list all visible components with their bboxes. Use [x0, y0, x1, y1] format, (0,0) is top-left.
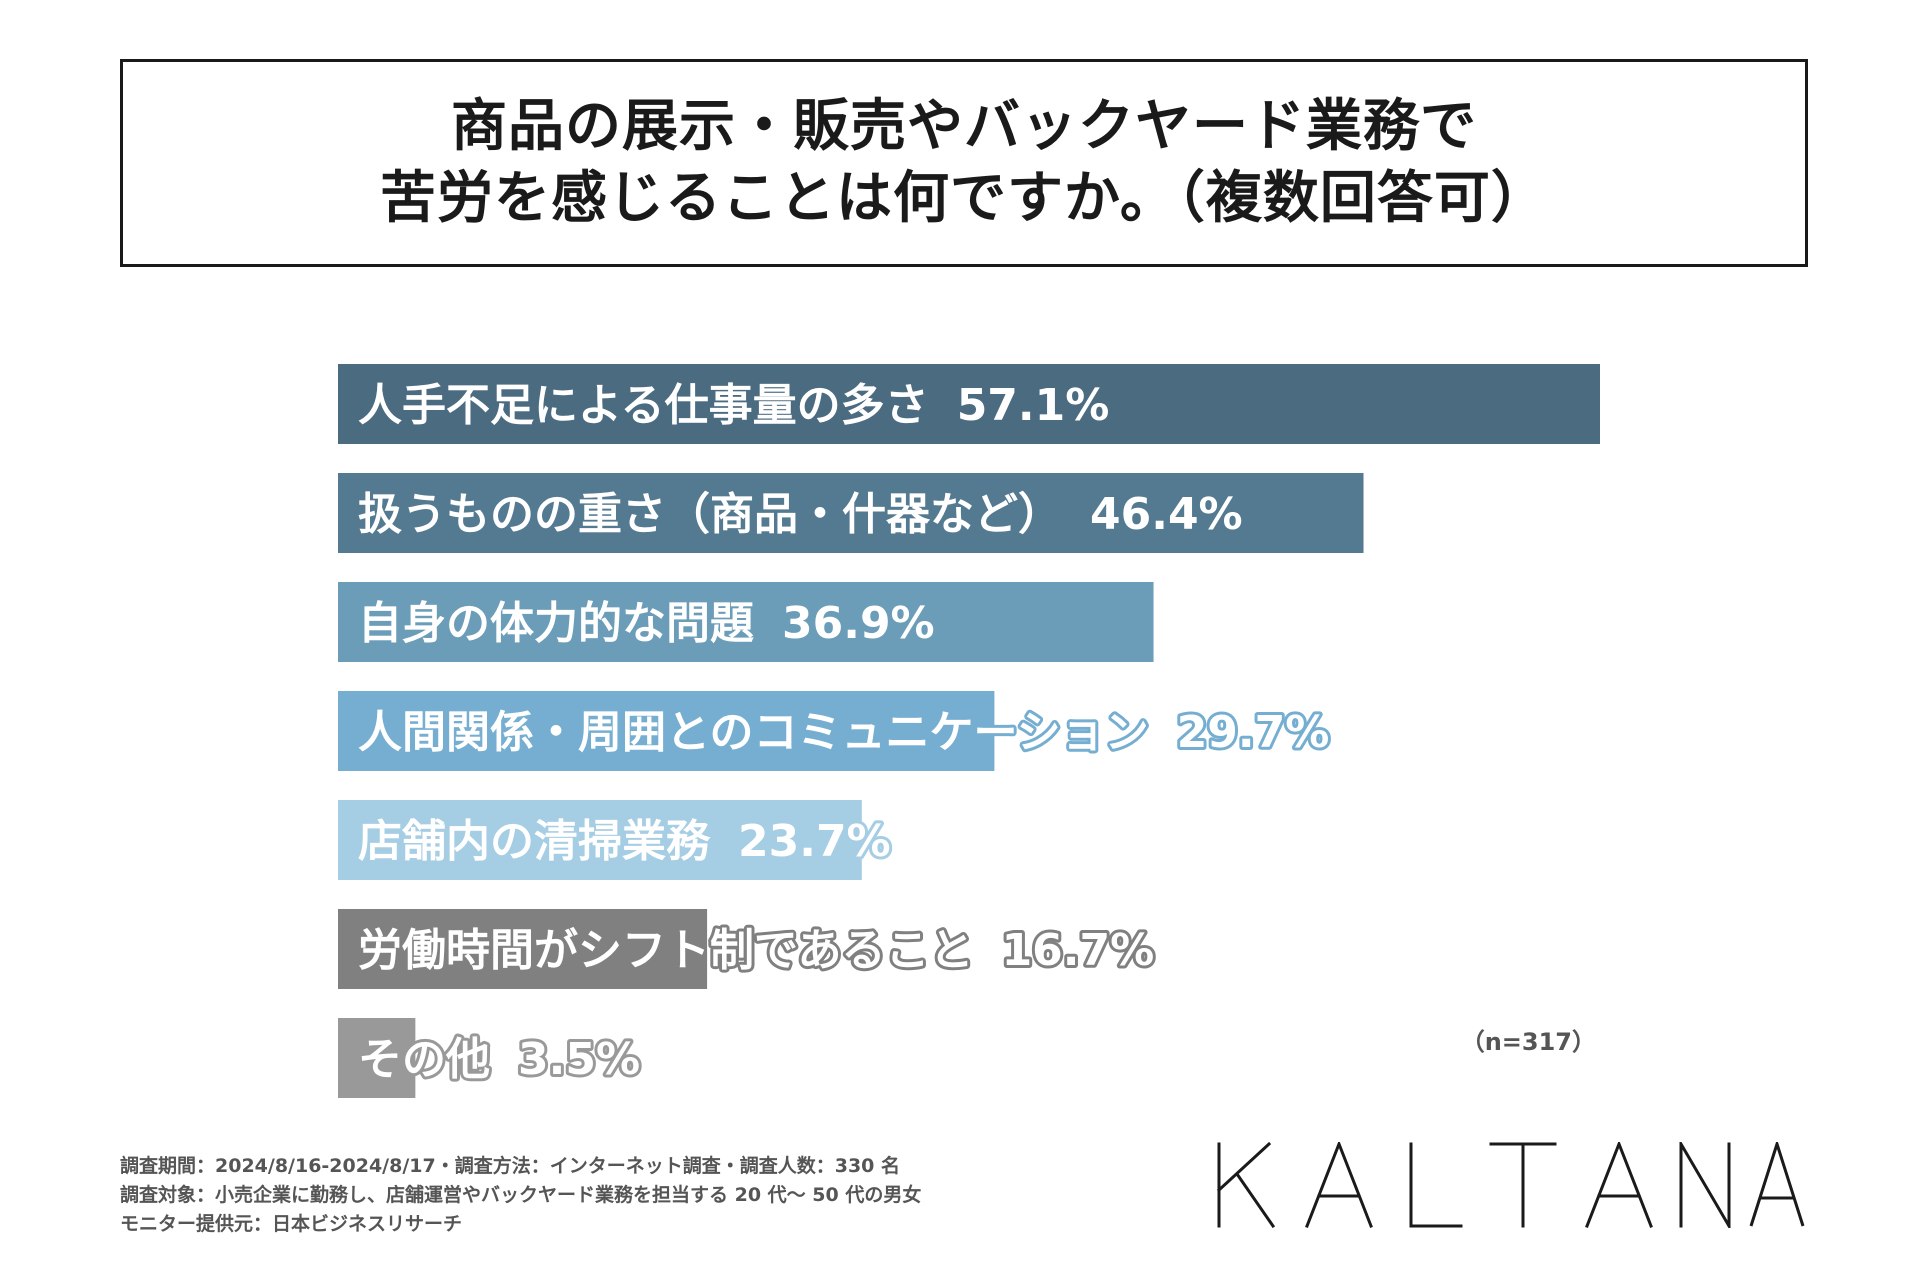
bar-label-1: 人手不足による仕事量の多さ 57.1% — [358, 380, 1109, 431]
survey-target-note: 調査対象：小売企業に勤務し、店舗運営やバックヤード業務を担当する 20 代〜 5… — [120, 1184, 922, 1206]
bar-label-3: 自身の体力的な問題 36.9% — [358, 598, 935, 649]
chart-title-line-1: 商品の展示・販売やバックヤード業務で — [451, 94, 1477, 159]
kaltana-logo — [1216, 1142, 1805, 1228]
category-label-4: 人間関係・周囲とのコミュニケーション — [358, 707, 1149, 758]
logo-letter-a — [1749, 1142, 1805, 1227]
category-label-7: その他 — [358, 1034, 490, 1085]
bar-1 — [338, 364, 1600, 444]
value-label-7: 3.5% — [518, 1034, 640, 1085]
bar-3 — [338, 582, 1154, 662]
category-label-6: 労働時間がシフト制であること — [358, 925, 974, 976]
bar-label-2: 扱うものの重さ（商品・什器など） 46.4% — [358, 489, 1243, 540]
title-box: 商品の展示・販売やバックヤード業務で 苦労を感じることは何ですか。（複数回答可） — [120, 59, 1808, 267]
category-label-1: 人手不足による仕事量の多さ — [358, 380, 929, 431]
bar-7 — [338, 1018, 416, 1098]
value-label-5: 23.7% — [738, 816, 891, 867]
bar-6 — [338, 909, 708, 989]
value-label-6: 16.7% — [1002, 925, 1155, 976]
bar-4 — [338, 691, 995, 771]
category-label-3: 自身の体力的な問題 — [358, 598, 754, 649]
monitor-provider-note: モニター提供元：日本ビジネスリサーチ — [120, 1213, 463, 1235]
survey-period-note: 調査期間：2024/8/16-2024/8/17・調査方法：インターネット調査・… — [120, 1155, 901, 1177]
chart-title-line-2: 苦労を感じることは何ですか。（複数回答可） — [380, 166, 1548, 231]
value-label-3: 36.9% — [782, 598, 935, 649]
sample-size-note: （n=317） — [1460, 1028, 1596, 1056]
bar-label-7: その他 3.5% — [358, 1034, 640, 1085]
bar-label-4: 人間関係・周囲とのコミュニケーション 29.7% — [358, 707, 1329, 758]
bar-label-5: 店舗内の清掃業務 23.7% — [358, 816, 891, 867]
bar-2 — [338, 473, 1364, 553]
value-label-2: 46.4% — [1090, 489, 1243, 540]
survey-footnote: 調査期間：2024/8/16-2024/8/17・調査方法：インターネット調査・… — [120, 1152, 921, 1239]
value-label-1: 57.1% — [957, 380, 1110, 431]
category-label-5: 店舗内の清掃業務 — [358, 816, 711, 867]
value-label-4: 29.7% — [1177, 707, 1330, 758]
bar-5 — [338, 800, 862, 880]
bar-label-6: 労働時間がシフト制であること 16.7% — [358, 925, 1154, 976]
category-label-2: 扱うものの重さ（商品・什器など） — [358, 489, 1062, 540]
